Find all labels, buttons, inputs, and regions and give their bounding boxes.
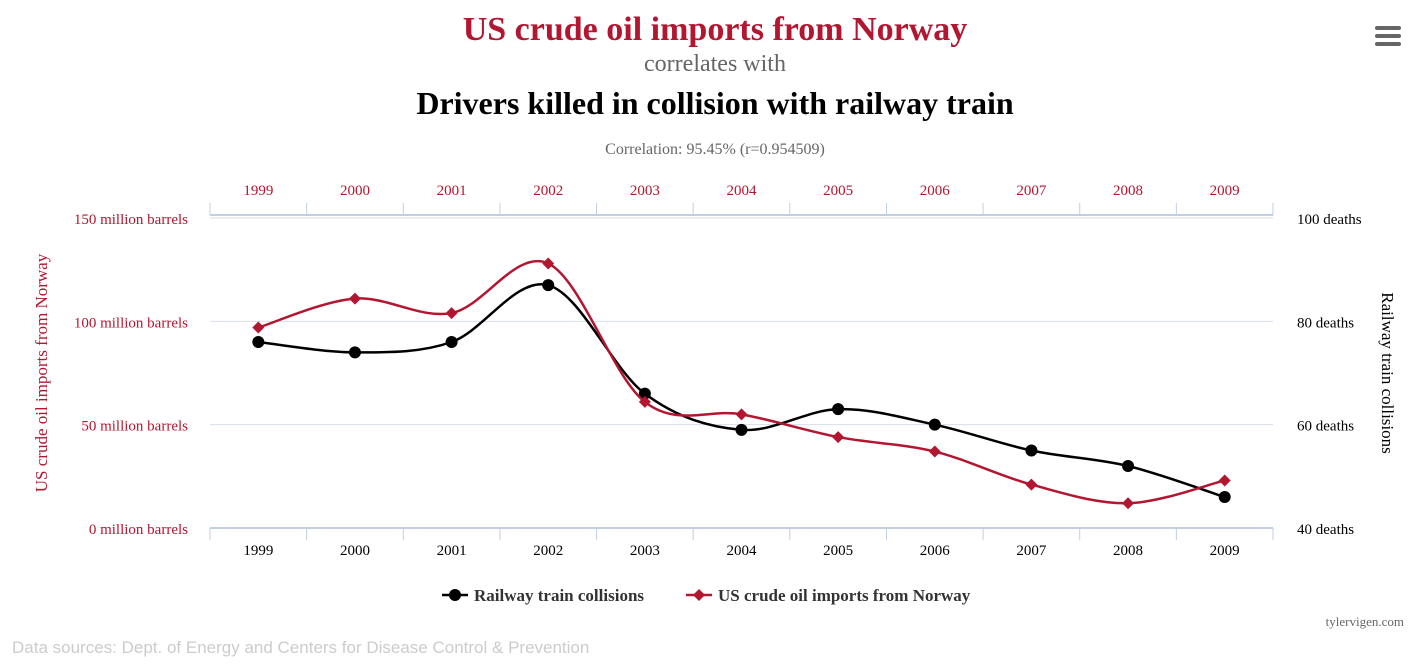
oil-imports-point[interactable]	[832, 431, 845, 444]
railway-collisions-point[interactable]	[638, 387, 651, 400]
railway-collisions-point[interactable]	[928, 418, 941, 431]
x-bottom-tick-label: 2009	[1210, 543, 1240, 559]
y-left-tick-label: 150 million barrels	[74, 212, 188, 228]
y-left-tick-label: 100 million barrels	[74, 315, 188, 331]
railway-collisions-line	[258, 283, 1226, 499]
x-top-tick-label: 2009	[1210, 183, 1240, 199]
chart-subtitle: Drivers killed in collision with railway…	[416, 85, 1014, 121]
x-top-tick-label: 2002	[533, 183, 563, 199]
railway-collisions-point[interactable]	[832, 403, 845, 416]
x-bottom-tick-label: 2008	[1113, 543, 1143, 559]
hamburger-menu-icon	[1375, 26, 1401, 46]
y-right-tick-label: 40 deaths	[1297, 522, 1354, 538]
oil-imports-line	[257, 259, 1225, 505]
oil-imports-point[interactable]	[1122, 497, 1135, 510]
y-right-tick-label: 80 deaths	[1297, 315, 1354, 331]
x-bottom-tick-label: 2002	[533, 543, 563, 559]
oil-imports-point[interactable]	[735, 408, 748, 421]
y-right-tick-label: 100 deaths	[1297, 212, 1362, 228]
y-left-tick-label: 50 million barrels	[81, 419, 188, 435]
legend-item[interactable]: Railway train collisions	[442, 586, 644, 605]
legend: Railway train collisions US crude oil imp…	[442, 586, 971, 605]
railway-collisions-point[interactable]	[445, 336, 458, 348]
y-right-axis-title: Railway train collisions	[1378, 292, 1397, 453]
chart-title: US crude oil imports from Norway	[463, 11, 968, 48]
x-top-tick-label: 2008	[1113, 183, 1143, 199]
oil-imports-point[interactable]	[1218, 474, 1231, 487]
x-bottom-tick-label: 2003	[630, 543, 660, 559]
oil-imports-point[interactable]	[348, 292, 361, 305]
railway-collisions-point[interactable]	[252, 336, 265, 348]
correlation-label: Correlation: 95.45% (r=0.954509)	[605, 141, 825, 158]
x-top-tick-label: 2005	[823, 183, 853, 199]
x-bottom-tick-label: 2006	[920, 543, 951, 559]
axes: 0 million barrels 50 million barrels 100 m…	[32, 183, 1397, 559]
x-top-tick-label: 2007	[1016, 183, 1047, 199]
x-top-tick-label: 2004	[727, 183, 758, 199]
railway-collisions-point[interactable]	[542, 279, 555, 292]
x-top-tick-label: 2006	[920, 183, 951, 199]
y-left-axis-title: US crude oil imports from Norway	[32, 253, 51, 492]
legend-label: Railway train collisions	[474, 586, 644, 605]
railway-collisions-point[interactable]	[735, 423, 748, 436]
oil-imports-point[interactable]	[638, 395, 651, 408]
x-top-tick-label: 2000	[340, 183, 370, 199]
oil-imports-point[interactable]	[928, 445, 941, 458]
oil-imports-point[interactable]	[445, 307, 458, 320]
y-right-tick-label: 60 deaths	[1297, 419, 1354, 435]
railway-collisions-point[interactable]	[1025, 444, 1038, 457]
x-bottom-tick-label: 1999	[243, 543, 273, 559]
x-top-tick-label: 2001	[437, 183, 467, 199]
legend-marker[interactable]	[693, 589, 705, 601]
data-sources-footer: Data sources: Dept. of Energy and Center…	[12, 638, 590, 657]
legend-label: US crude oil imports from Norway	[718, 586, 971, 605]
oil-imports-point[interactable]	[542, 257, 555, 270]
y-left-tick-label: 0 million barrels	[89, 522, 188, 538]
legend-item[interactable]: US crude oil imports from Norway	[686, 586, 971, 605]
x-top-tick-label: 2003	[630, 183, 660, 199]
x-bottom-tick-label: 2001	[437, 543, 467, 559]
oil-imports-point[interactable]	[252, 321, 265, 334]
series-lines	[252, 257, 1231, 510]
legend-marker[interactable]	[449, 589, 461, 601]
railway-collisions-point[interactable]	[1122, 460, 1135, 472]
x-bottom-tick-label: 2005	[823, 543, 853, 559]
x-bottom-tick-label: 2000	[340, 543, 370, 559]
chart-connector: correlates with	[644, 51, 786, 77]
railway-collisions-point[interactable]	[1218, 491, 1231, 503]
credit-link[interactable]: tylervigen.com	[1325, 614, 1404, 629]
x-bottom-tick-label: 2007	[1016, 543, 1047, 559]
grid-lines	[210, 217, 1273, 529]
x-top-tick-label: 1999	[243, 183, 273, 199]
x-bottom-tick-label: 2004	[727, 543, 758, 559]
oil-imports-point[interactable]	[1025, 478, 1038, 491]
menu-button[interactable]	[1368, 20, 1408, 54]
railway-collisions-point[interactable]	[348, 346, 361, 359]
